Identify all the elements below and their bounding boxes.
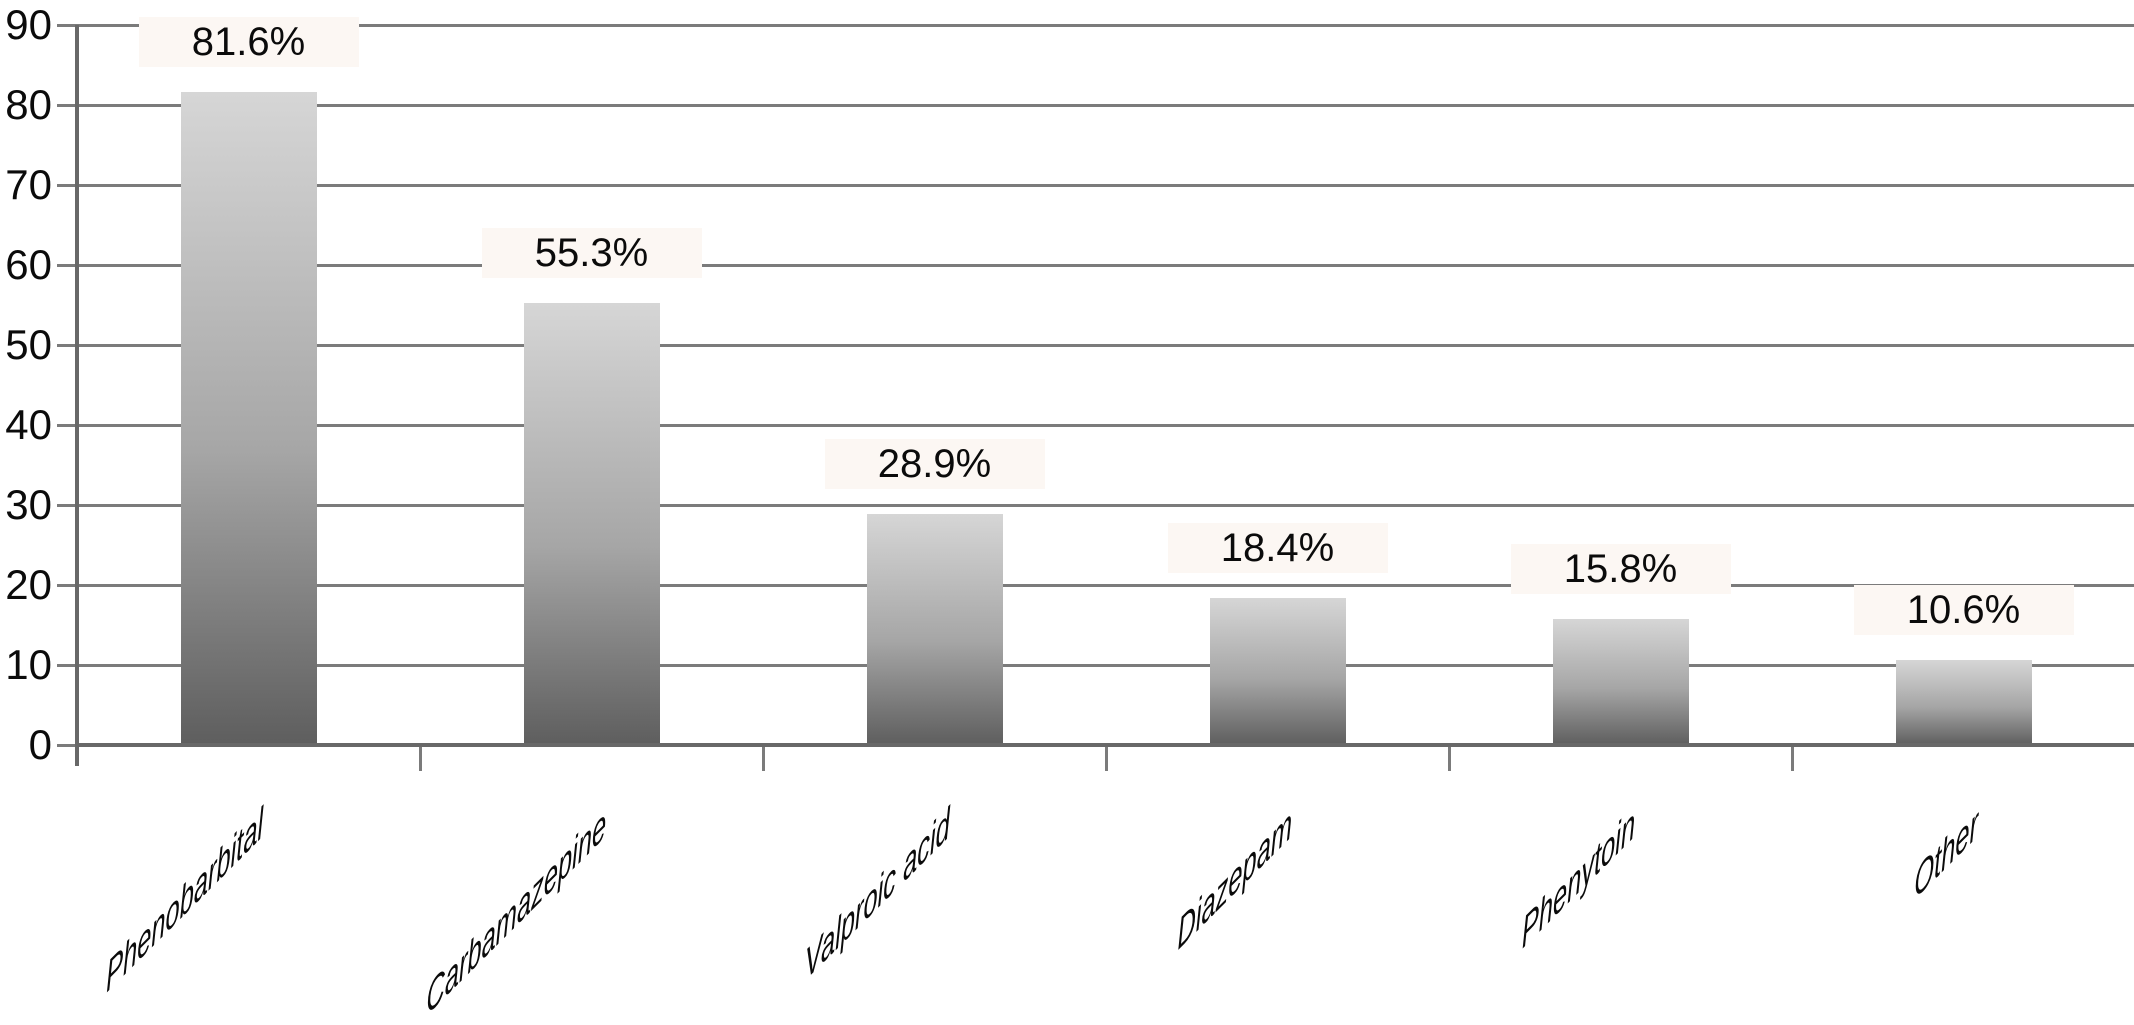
bar-value-label-valproic-acid: 28.9%: [824, 438, 1045, 489]
y-axis-tick-10: [57, 663, 77, 667]
gridline-y-40: [77, 423, 2134, 427]
x-axis-tick-3: [1104, 745, 1108, 771]
bar-value-label-carbamazepine: 55.3%: [481, 227, 702, 278]
bar-value-label-phenobarbital: 81.6%: [138, 17, 359, 68]
x-axis-category-label-valproic-acid: Valproic acid: [804, 796, 950, 991]
y-axis-tick-label-90: 90: [5, 1, 52, 48]
gridline-y-80: [77, 103, 2134, 107]
bar-value-label-other: 10.6%: [1853, 585, 2074, 636]
x-axis-category-label-carbamazepine: Carbamazepine: [426, 796, 607, 1025]
y-axis-tick-40: [57, 423, 77, 427]
y-axis-tick-label-70: 70: [5, 161, 52, 208]
bar-other: [1895, 660, 2032, 745]
y-axis-tick-30: [57, 503, 77, 507]
x-axis-line: [77, 743, 2134, 747]
y-axis-tick-90: [57, 23, 77, 27]
y-axis-tick-60: [57, 263, 77, 267]
y-axis-tick-label-80: 80: [5, 81, 52, 128]
gridline-y-30: [77, 503, 2134, 507]
bar-value-label-phenytoin: 15.8%: [1510, 543, 1731, 594]
bar-diazepam: [1209, 597, 1346, 745]
y-axis-tick-0: [57, 743, 77, 747]
x-axis-tick-1: [418, 745, 422, 771]
y-axis-tick-label-60: 60: [5, 241, 52, 288]
y-axis-tick-label-10: 10: [5, 641, 52, 688]
y-axis-tick-label-50: 50: [5, 321, 52, 368]
y-axis-tick-20: [57, 583, 77, 587]
x-axis-category-label-phenobarbital: Phenobarbital: [106, 796, 264, 1003]
gridline-y-90: [77, 23, 2134, 27]
y-axis-tick-label-20: 20: [5, 561, 52, 608]
bar-phenytoin: [1552, 618, 1689, 745]
gridline-y-70: [77, 183, 2134, 187]
gridline-y-10: [77, 663, 2134, 667]
bar-phenobarbital: [180, 92, 317, 745]
y-axis-tick-label-0: 0: [28, 721, 52, 768]
y-axis-tick-80: [57, 103, 77, 107]
gridline-y-50: [77, 343, 2134, 347]
bar-value-label-diazepam: 18.4%: [1167, 522, 1388, 573]
y-axis-tick-label-30: 30: [5, 481, 52, 528]
y-axis-tick-50: [57, 343, 77, 347]
x-axis-category-label-diazepam: Diazepam: [1177, 796, 1293, 961]
bar-valproic-acid: [866, 513, 1003, 745]
x-axis-category-label-other: Other: [1914, 796, 1979, 910]
y-axis-line: [75, 25, 79, 766]
gridline-y-60: [77, 263, 2134, 267]
y-axis-tick-70: [57, 183, 77, 187]
gridline-y-20: [77, 583, 2134, 587]
bar-carbamazepine: [523, 302, 660, 745]
x-axis-tick-4: [1447, 745, 1451, 771]
y-axis-tick-label-40: 40: [5, 401, 52, 448]
x-axis-category-label-phenytoin: Phenytoin: [1522, 796, 1636, 959]
x-axis-tick-2: [761, 745, 765, 771]
x-axis-tick-5: [1790, 745, 1794, 771]
